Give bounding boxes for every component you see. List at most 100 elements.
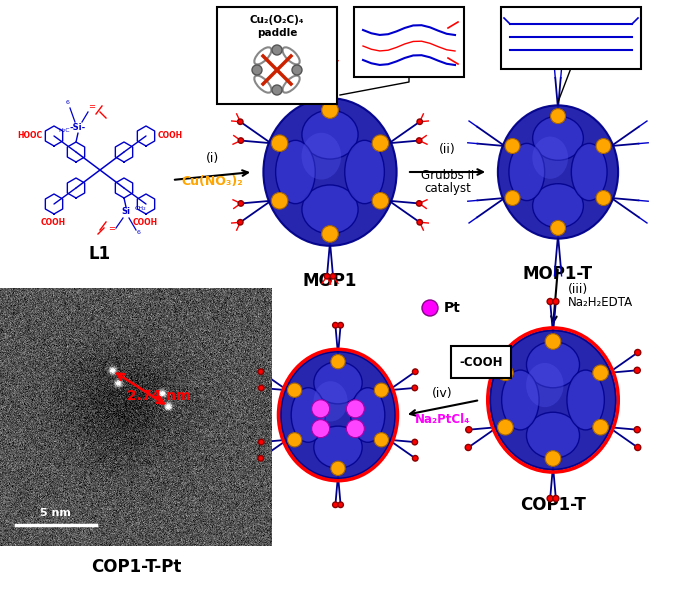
Text: Si: Si [121,208,131,217]
Text: Grubbs II: Grubbs II [421,169,474,182]
Circle shape [333,502,338,507]
Circle shape [412,369,418,375]
Circle shape [324,274,329,279]
Ellipse shape [275,140,315,204]
Text: (ii): (ii) [439,143,456,156]
Ellipse shape [527,412,580,458]
Circle shape [330,65,336,70]
Circle shape [545,451,561,466]
Text: COP1-T: COP1-T [520,496,586,514]
Circle shape [338,502,343,507]
Ellipse shape [314,362,362,404]
Circle shape [412,440,418,445]
Ellipse shape [490,330,616,470]
FancyBboxPatch shape [451,346,511,378]
Text: MOP1-T: MOP1-T [523,265,593,283]
Ellipse shape [314,426,362,468]
Text: (iv): (iv) [432,387,453,400]
Text: HOOC: HOOC [17,130,42,139]
Text: COP1-T-Pt: COP1-T-Pt [91,558,182,576]
Circle shape [593,365,608,381]
Ellipse shape [498,106,618,238]
Circle shape [238,119,243,124]
Circle shape [347,400,364,418]
Text: COOH: COOH [158,130,183,139]
Circle shape [372,135,388,152]
Circle shape [412,455,418,461]
Text: paddle: paddle [257,28,297,38]
Circle shape [330,274,336,279]
Text: H₂C: H₂C [58,129,70,133]
Circle shape [322,102,338,119]
Ellipse shape [526,363,564,407]
Text: =: = [108,224,116,233]
Ellipse shape [533,116,584,160]
Circle shape [553,299,559,304]
Circle shape [635,444,640,451]
Circle shape [331,461,345,476]
Circle shape [272,45,282,55]
Circle shape [347,419,364,438]
Circle shape [547,299,553,304]
Text: (iii): (iii) [568,283,588,296]
Text: 6: 6 [66,100,70,105]
Circle shape [551,221,566,235]
Circle shape [338,322,343,328]
Ellipse shape [302,185,358,234]
Text: Pt: Pt [444,301,461,315]
Ellipse shape [527,342,580,388]
Text: MOP1: MOP1 [303,272,357,290]
Circle shape [331,355,345,369]
Circle shape [466,367,472,373]
Circle shape [545,334,561,349]
Text: L1: L1 [89,245,111,263]
Circle shape [547,496,553,502]
Circle shape [372,192,388,209]
Ellipse shape [351,388,385,442]
Circle shape [322,225,338,242]
Circle shape [258,455,264,461]
Circle shape [238,201,244,206]
Circle shape [417,219,423,225]
Ellipse shape [345,140,384,204]
Circle shape [374,383,388,397]
Ellipse shape [264,98,397,246]
Circle shape [416,138,422,143]
Ellipse shape [314,381,347,421]
Circle shape [238,219,243,225]
Circle shape [466,427,472,432]
Circle shape [258,440,264,445]
Circle shape [635,349,640,356]
Circle shape [422,300,438,316]
Text: (i): (i) [206,152,219,165]
FancyBboxPatch shape [217,7,337,104]
Circle shape [288,383,301,397]
Ellipse shape [509,143,545,201]
Text: 6: 6 [137,230,141,235]
Text: COOH: COOH [40,218,66,227]
Text: -Si-: -Si- [70,123,86,133]
Ellipse shape [301,133,341,179]
Text: -COOH: -COOH [459,356,503,369]
Circle shape [553,496,559,502]
Circle shape [312,400,329,418]
Circle shape [596,139,611,153]
Ellipse shape [567,370,604,430]
Circle shape [374,432,388,447]
Circle shape [272,85,282,95]
Circle shape [258,369,264,375]
Ellipse shape [281,352,395,478]
Circle shape [312,419,329,438]
Ellipse shape [533,183,584,228]
Circle shape [417,119,423,124]
Circle shape [505,191,520,205]
FancyBboxPatch shape [354,7,464,77]
Text: Cu₂(O₂C)₄: Cu₂(O₂C)₄ [250,15,304,25]
Circle shape [288,432,301,447]
Ellipse shape [571,143,607,201]
Circle shape [324,65,329,70]
Circle shape [258,385,264,391]
Circle shape [497,365,513,381]
FancyBboxPatch shape [501,7,641,69]
Circle shape [416,201,422,206]
